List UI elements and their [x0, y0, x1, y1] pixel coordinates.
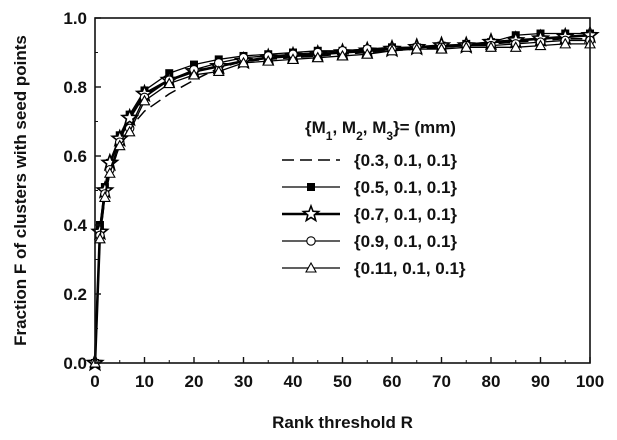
series-point	[559, 37, 572, 49]
series-point	[386, 44, 398, 56]
series-point	[262, 54, 275, 66]
series-point	[361, 48, 374, 59]
legend-label: {0.7, 0.1, 0.1}	[354, 205, 457, 224]
legend-swatch-marker	[301, 203, 321, 223]
x-tick-label: 80	[482, 372, 501, 391]
x-tick-label: 70	[432, 372, 451, 391]
series-point	[138, 94, 151, 106]
series-point	[212, 65, 225, 77]
series-point	[123, 125, 136, 137]
legend-item: {0.9, 0.1, 0.1}	[282, 232, 457, 251]
y-axis-ticks: 0.0 0.2 0.4 0.6 0.8 1.0	[63, 9, 101, 373]
legend-item: {0.3, 0.1, 0.1}	[282, 151, 457, 170]
series-point	[98, 191, 111, 202]
x-axis-title: Rank threshold R	[272, 413, 413, 432]
legend-item: {0.7, 0.1, 0.1}	[282, 203, 457, 224]
series-point	[435, 42, 448, 54]
series-point	[94, 232, 106, 244]
legend-swatch-marker	[306, 236, 316, 246]
y-axis-title: Fraction F of clusters with seed points	[11, 35, 30, 346]
legend-item: {0.5, 0.1, 0.1}	[282, 178, 457, 197]
y-tick-label: 0.8	[63, 78, 87, 97]
series-5	[89, 37, 596, 368]
x-tick-label: 30	[234, 372, 253, 391]
x-tick-label: 60	[383, 372, 402, 391]
legend-swatch-marker	[305, 261, 317, 273]
series-point	[237, 56, 250, 68]
legend: {M1, M2, M3}= (mm) {0.3, 0.1, 0.1} {0.5, …	[282, 118, 466, 278]
legend-label: {0.3, 0.1, 0.1}	[354, 151, 457, 170]
x-tick-label: 10	[135, 372, 154, 391]
series-point	[534, 39, 547, 51]
legend-label: {0.5, 0.1, 0.1}	[354, 178, 457, 197]
x-tick-label: 90	[531, 372, 550, 391]
x-axis-ticks: 0 10 20 30 40 50 60 70 80 90 100	[90, 357, 604, 391]
x-tick-label: 0	[90, 372, 99, 391]
series-point	[188, 68, 200, 80]
x-tick-label: 20	[185, 372, 204, 391]
y-tick-label: 0.0	[63, 354, 87, 373]
y-tick-label: 1.0	[63, 9, 87, 28]
series-point	[485, 41, 497, 52]
legend-title: {M1, M2, M3}= (mm)	[305, 118, 456, 143]
legend-swatch-marker	[307, 183, 315, 191]
series-point	[311, 51, 324, 63]
x-tick-label: 100	[576, 372, 604, 391]
y-tick-label: 0.2	[63, 285, 87, 304]
legend-label: {0.9, 0.1, 0.1}	[354, 232, 457, 251]
series-point	[336, 49, 349, 61]
y-tick-label: 0.6	[63, 147, 87, 166]
series-point	[103, 167, 116, 178]
legend-items: {0.3, 0.1, 0.1} {0.5, 0.1, 0.1} {0.7, 0.1,…	[282, 151, 466, 278]
y-tick-label: 0.4	[63, 216, 87, 235]
x-tick-label: 40	[284, 372, 303, 391]
series-point	[460, 41, 473, 52]
series-point	[113, 139, 126, 151]
series-point	[509, 41, 522, 52]
x-tick-label: 50	[333, 372, 352, 391]
series-point	[410, 42, 423, 54]
legend-label: {0.11, 0.1, 0.1}	[354, 259, 466, 278]
legend-item: {0.11, 0.1, 0.1}	[282, 259, 466, 278]
series-point	[163, 77, 176, 89]
series-point	[287, 53, 299, 64]
